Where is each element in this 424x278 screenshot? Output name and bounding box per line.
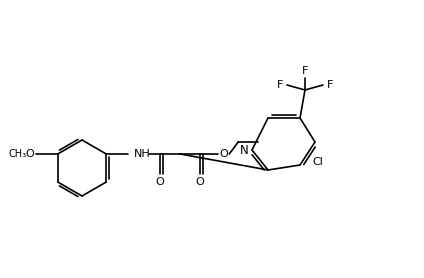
Text: NH: NH xyxy=(134,149,151,159)
Text: Cl: Cl xyxy=(312,157,324,167)
Text: O: O xyxy=(156,177,165,187)
Text: F: F xyxy=(277,80,283,90)
Text: N: N xyxy=(240,143,248,157)
Text: CH₃: CH₃ xyxy=(8,149,27,159)
Text: O: O xyxy=(25,149,34,159)
Text: O: O xyxy=(220,149,229,159)
Text: O: O xyxy=(196,177,205,187)
Text: F: F xyxy=(302,66,308,76)
Text: F: F xyxy=(327,80,333,90)
